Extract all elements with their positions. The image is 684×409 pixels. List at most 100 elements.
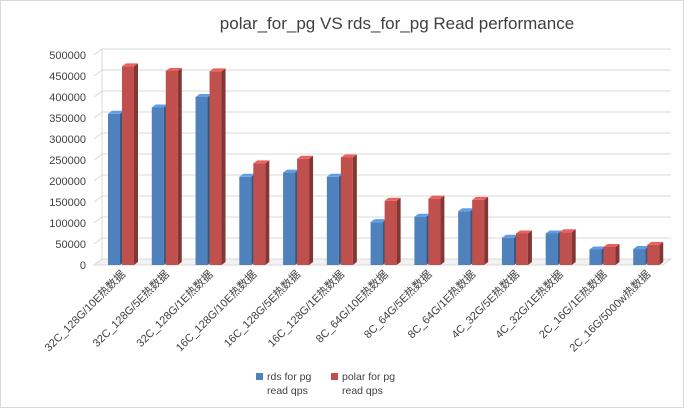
bar-top [515, 230, 532, 234]
bar-top [297, 155, 314, 159]
y-tick-label: 50000 [55, 239, 86, 251]
y-tick-label: 450000 [49, 71, 86, 83]
bar-front [589, 249, 602, 265]
x-tick-label: 16C_128G/5E热数据 [221, 267, 304, 350]
x-tick-label: 32C_128G/10E热数据 [41, 267, 128, 354]
bar-side [177, 67, 182, 266]
bar-side [134, 63, 138, 266]
bar [647, 241, 664, 265]
bar-top [239, 173, 256, 177]
legend-item: polar for pg read qps [331, 371, 395, 397]
bar-side [221, 68, 226, 265]
bar-top [647, 241, 664, 245]
bar [122, 63, 138, 266]
legend-swatch [331, 373, 338, 380]
bar-front [209, 71, 222, 265]
y-tick-label: 100000 [49, 218, 86, 230]
y-tick-label: 0 [80, 260, 86, 272]
bar [283, 169, 300, 265]
x-tick-label: 16C_128G/1E热数据 [264, 267, 347, 350]
bar-front [384, 200, 397, 265]
bar-top [283, 169, 300, 173]
legend-label: polar for pg [342, 371, 395, 383]
legend-item: rds for pg read qps [256, 371, 312, 397]
x-tick-label: 32C_128G/1E热数据 [133, 267, 216, 350]
bar-front [195, 97, 208, 265]
bar [165, 67, 182, 266]
bar [428, 195, 445, 265]
x-tick-label: 2C_16G/5000w热数据 [566, 267, 653, 354]
bar-side [265, 160, 270, 265]
bar-front [326, 176, 339, 265]
gridline-side [93, 153, 103, 161]
bar-front [647, 244, 660, 265]
chart-legend: rds for pg read qps polar for pg read qps [256, 371, 395, 397]
bar [633, 246, 650, 265]
bar [340, 154, 357, 265]
bar [326, 173, 343, 265]
bar-top [472, 196, 489, 200]
bar-top [501, 234, 518, 238]
gridline-side [93, 69, 103, 77]
bar-front [603, 246, 616, 265]
bar-top [209, 68, 226, 72]
gridline-side [93, 90, 103, 98]
bar-top [428, 195, 445, 199]
gridline-side [93, 195, 103, 203]
x-tick-label: 32C_128G/5E热数据 [89, 267, 172, 350]
bar-front [501, 237, 514, 265]
legend-label: read qps [267, 385, 308, 397]
bar-front [633, 249, 646, 265]
bar [209, 68, 226, 265]
bar [472, 196, 489, 265]
bar [589, 246, 606, 265]
bar [603, 243, 620, 265]
gridline-side [93, 237, 103, 245]
bar-front [559, 232, 572, 265]
bar-front [165, 70, 178, 266]
bar-top [458, 208, 475, 212]
bar [108, 110, 124, 265]
bar-front [297, 158, 310, 265]
bar [151, 104, 168, 265]
bar-side [527, 230, 532, 265]
x-tick-label: 16C_128G/10E热数据 [173, 267, 260, 354]
bar-front [151, 107, 164, 265]
bar-side [396, 197, 401, 265]
bar-side [615, 243, 620, 265]
bar-top [384, 197, 401, 201]
bar-front [428, 198, 441, 265]
bar-front [472, 199, 485, 265]
bar-side [659, 241, 664, 265]
bar-top [589, 246, 606, 250]
gridline-side [93, 216, 103, 224]
bar-side [309, 155, 314, 265]
bar [501, 234, 518, 265]
bar-top [559, 229, 576, 233]
bar-top [195, 94, 212, 97]
bar [370, 219, 387, 265]
bar [384, 197, 401, 265]
bar-front [108, 113, 120, 265]
bar-front [515, 233, 528, 265]
bar-side [440, 195, 445, 265]
bar-side [484, 196, 489, 265]
bar-front [253, 163, 266, 265]
y-tick-label: 300000 [49, 134, 86, 146]
bar-top [545, 230, 562, 234]
bar-top [151, 104, 168, 108]
bar-front [458, 211, 471, 265]
bar-front [545, 233, 558, 265]
y-tick-label: 150000 [49, 197, 86, 209]
bar-side [352, 154, 357, 265]
y-tick-label: 500000 [49, 50, 86, 62]
legend-swatch [256, 373, 263, 380]
y-tick-label: 400000 [49, 92, 86, 104]
bar-top [122, 63, 138, 67]
bar-top [414, 213, 431, 217]
bar-front [239, 176, 252, 265]
bar [297, 155, 314, 265]
bar [559, 229, 576, 265]
